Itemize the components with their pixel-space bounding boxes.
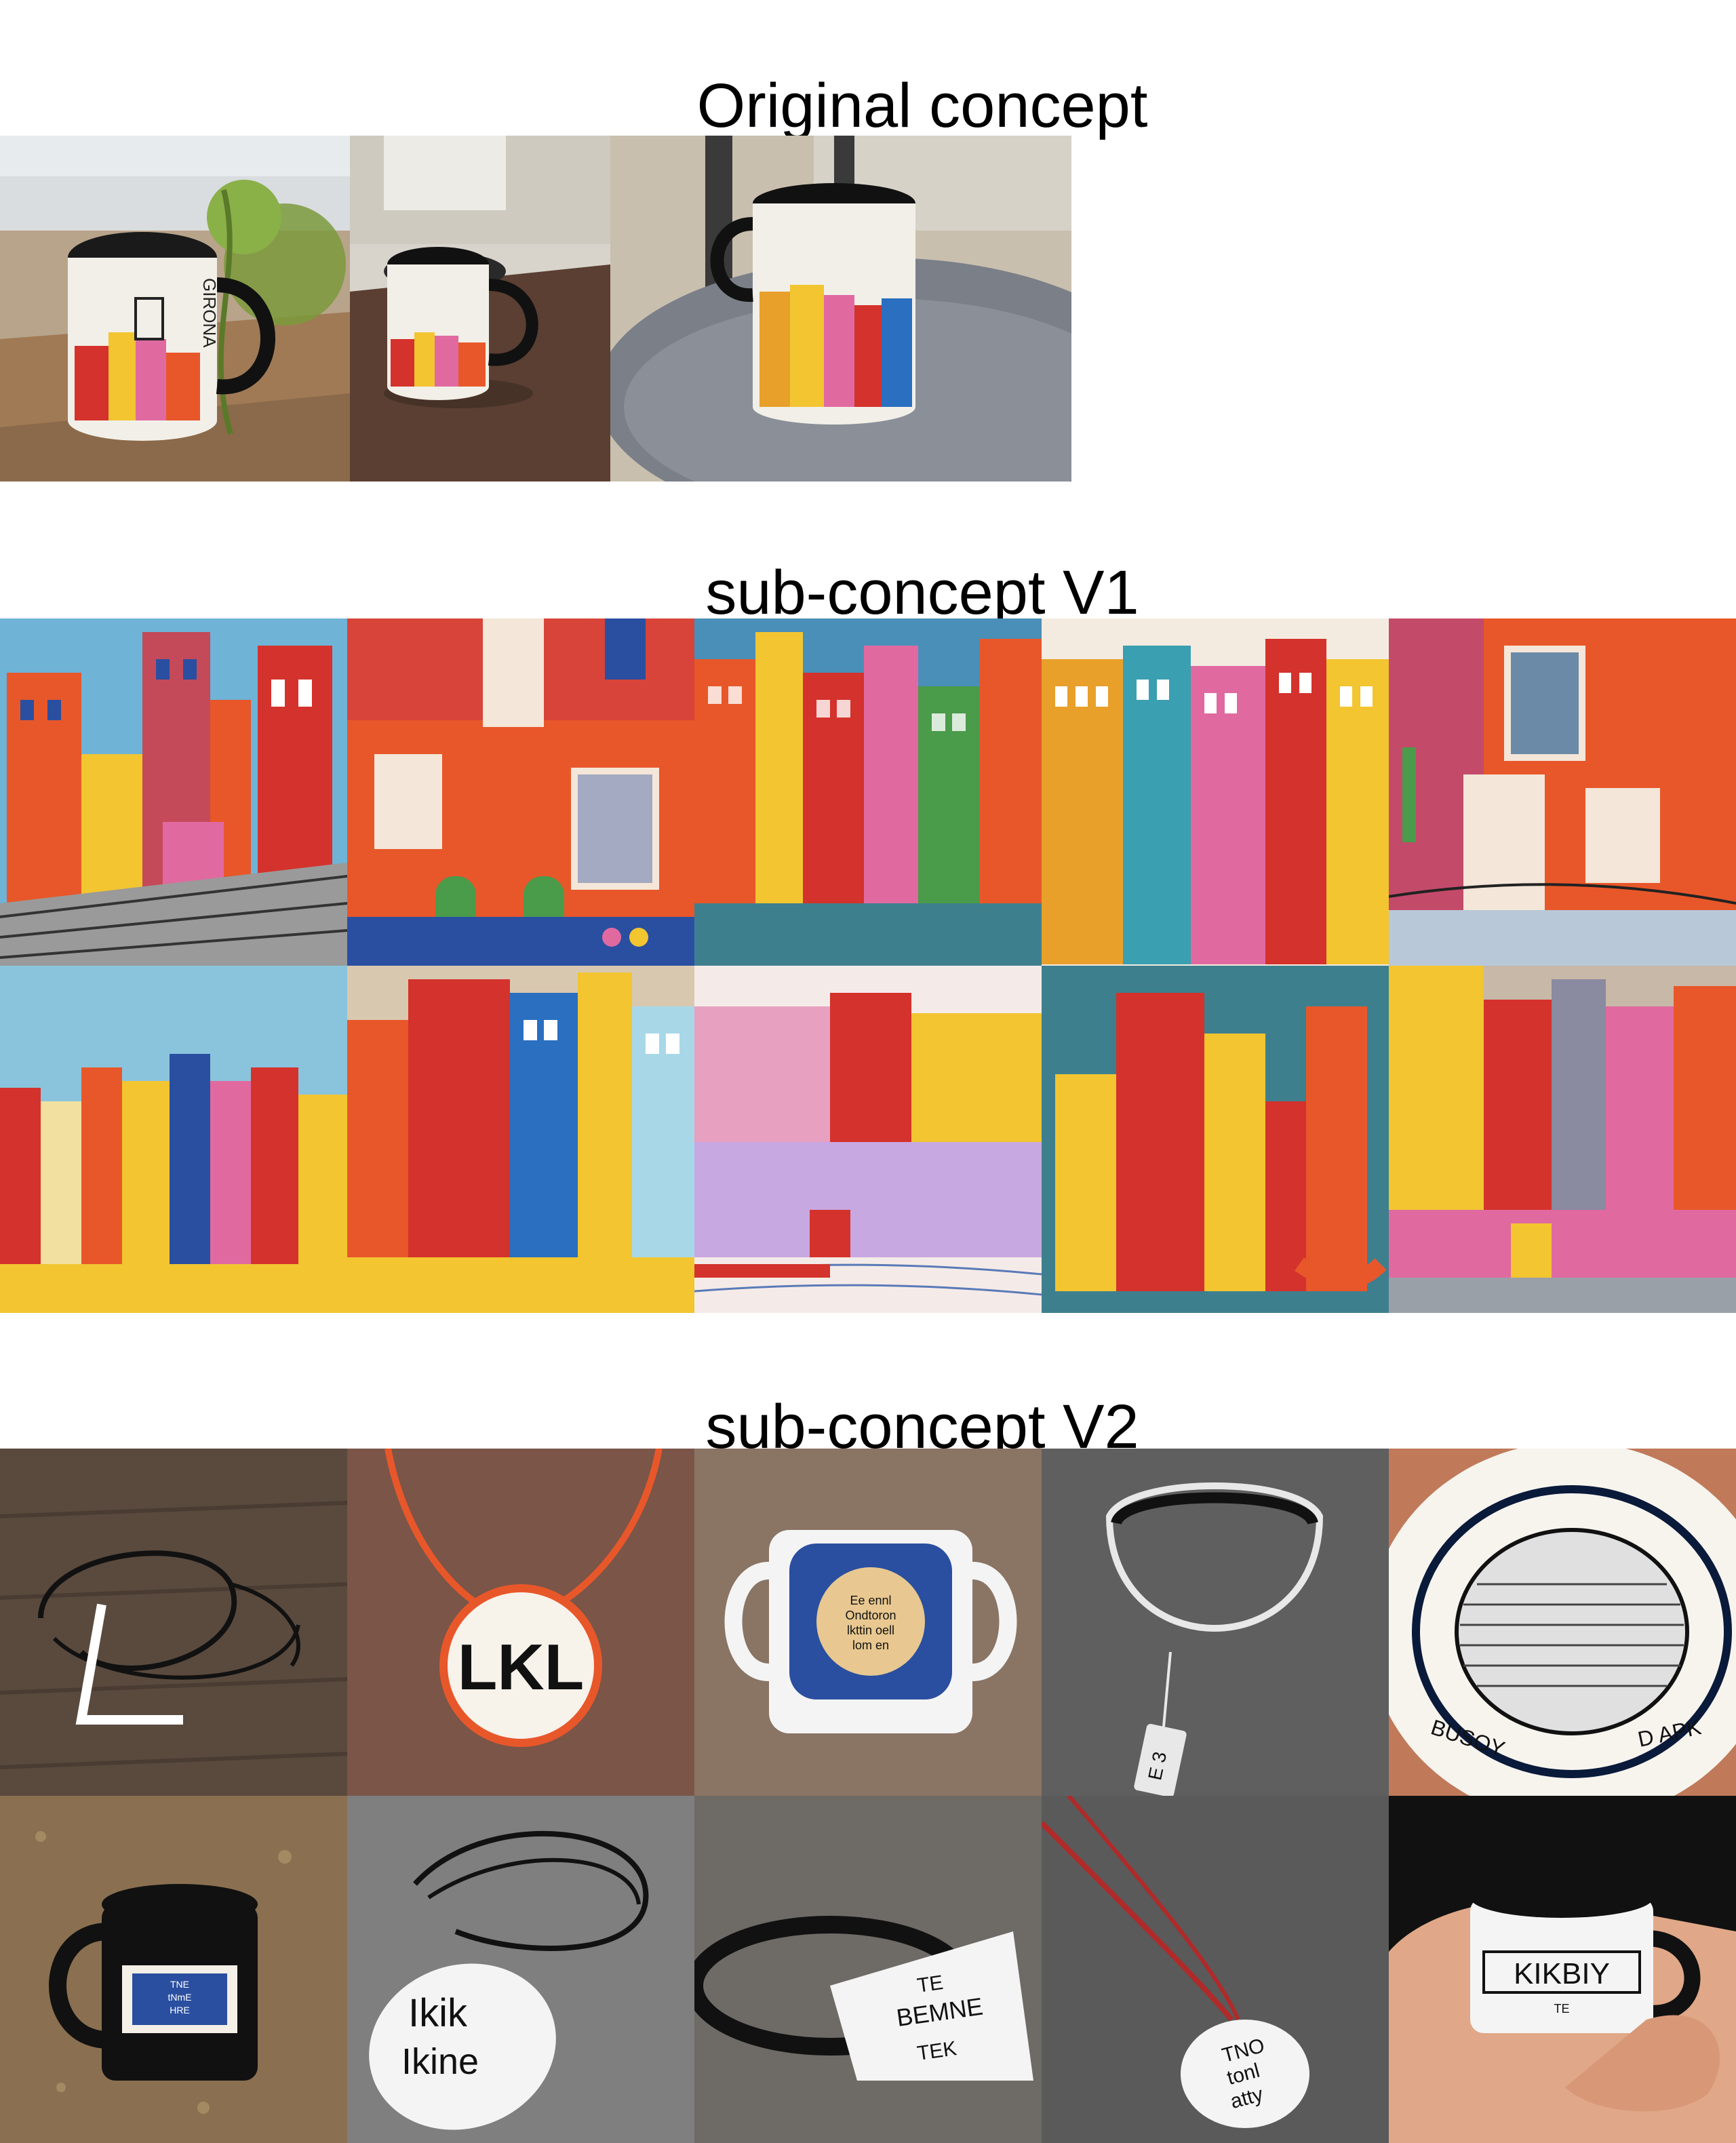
v1-painting-2 [347,618,694,966]
original-photo-mug-on-desk [350,136,610,481]
v1-painting-8 [694,966,1042,1313]
section-title-v1: sub-concept V1 [705,558,1139,627]
v1-painting-6 [0,966,347,1313]
section-title-original: Original concept [696,71,1148,140]
white-tag-text-line-1: Ikik [408,1991,468,2035]
black-mug-text-line-2: tNmE [168,1992,192,2003]
blue-mug-text-line-1: Ee ennl [850,1594,891,1607]
white-tag-text-line-2: Ikine [401,2041,479,2082]
v1-painting-10 [1389,966,1736,1313]
v2-photo-blue-mug: Ee ennl Ondtoron lkttin oell lom en [694,1449,1042,1796]
mug-girona-text: GIRONA [199,278,220,348]
black-mug-text-line-1: TNE [170,1979,189,1990]
pendant-lettering: LKL [458,1631,585,1704]
v2-photo-plate: BUSOY D APK [1389,1449,1736,1796]
blue-mug-text-line-3: lkttin oell [847,1624,894,1637]
original-photo-mug-on-chair [610,136,1071,481]
mug-hand-subtext: TE [1554,2002,1569,2016]
v1-painting-4 [1042,618,1389,966]
v1-painting-7 [347,966,694,1313]
v1-painting-1 [0,618,347,966]
v2-photo-black-mug: TNE tNmE HRE [0,1796,347,2143]
v1-painting-3 [694,618,1042,966]
mug-hand-text: KIKBIY [1514,1957,1610,1990]
blue-mug-text-line-2: Ondtoron [845,1609,896,1622]
ribbon-text-line-1: TE [915,1971,945,1997]
ribbon-text-line-3: TEK [915,2037,958,2065]
v2-photo-ribbon-tag: TE BEMNE TEK [694,1796,1042,2143]
v2-photo-red-cord-tag: TNO tonl atty [1042,1796,1389,2143]
v1-painting-5 [1389,618,1736,966]
v2-photo-silver-choker: E 3 [1042,1449,1389,1796]
v2-photo-pendant: LKL [347,1449,694,1796]
v2-photo-white-tag: Ikik Ikine [347,1796,694,2143]
black-mug-text-line-3: HRE [170,2005,190,2016]
v2-photo-black-cord [0,1449,347,1796]
v2-photo-mug-in-hand: KIKBIY TE [1389,1796,1736,2143]
v1-painting-9 [1042,966,1389,1313]
blue-mug-text-line-4: lom en [852,1638,889,1652]
section-title-v2: sub-concept V2 [705,1392,1139,1461]
original-photo-mug-with-plant: GIRONA [0,136,350,481]
